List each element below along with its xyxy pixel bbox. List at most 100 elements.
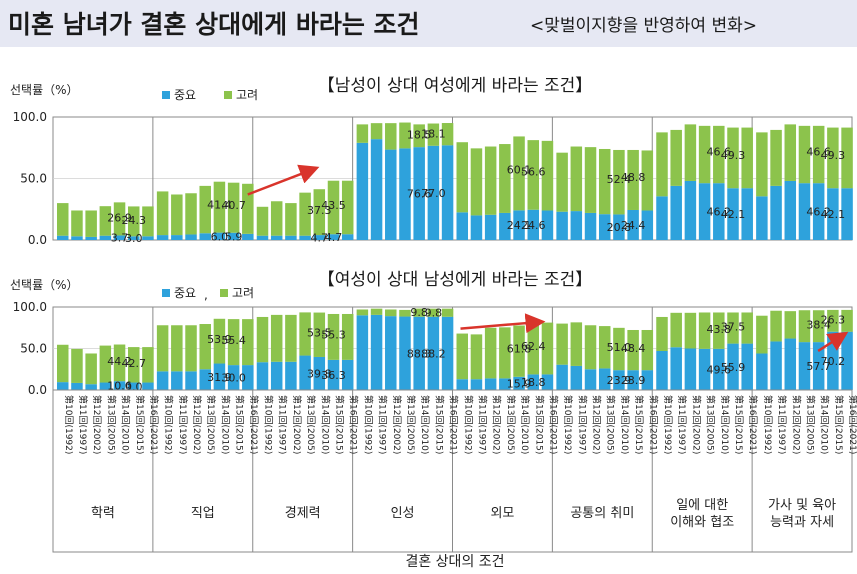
x-tick-label: 第15回(2015) [234, 395, 246, 454]
data-label-considered: 62.4 [521, 340, 546, 353]
x-tick-label: 第10回(1992) [63, 395, 75, 454]
category-group-label: 이해와 협조 [670, 515, 734, 530]
bar-important [656, 196, 668, 240]
x-tick-label: 第13回(2005) [205, 395, 217, 454]
bar-considered [71, 348, 83, 383]
bar-considered [784, 124, 797, 181]
data-label-considered: 18.1 [421, 128, 446, 141]
bar-important [385, 149, 397, 240]
data-label-considered: 38.4 [806, 319, 831, 332]
x-tick-label: 第14回(2010) [319, 395, 331, 454]
bar-considered [370, 308, 383, 315]
x-axis-label: 결혼 상대의 조건 [405, 554, 504, 570]
x-tick-label: 第13回(2005) [305, 395, 317, 454]
x-tick-label: 第11回(1997) [476, 395, 488, 454]
bar-important [513, 376, 525, 390]
data-label-considered: 26.9 [107, 211, 132, 224]
bar-important [527, 209, 539, 240]
data-label-considered: 43.5 [321, 199, 346, 212]
data-label-considered: 37.5 [721, 320, 746, 333]
bar-important [327, 359, 340, 390]
data-label-considered: 55.3 [321, 329, 346, 342]
data-label-considered: 41.4 [207, 199, 232, 212]
data-label-important: 46.2 [707, 206, 732, 219]
bar-considered [641, 329, 654, 371]
x-tick-label: 第10回(1992) [263, 395, 275, 454]
bar-considered [784, 311, 797, 339]
bar-important [541, 374, 554, 390]
data-label-considered: 18.5 [407, 129, 432, 142]
bar-considered [670, 129, 682, 186]
bar-considered [356, 124, 369, 143]
x-tick-label: 第12回(2002) [391, 395, 403, 454]
bar-important [313, 356, 326, 390]
x-tick-label: 第16回(2021) [248, 395, 260, 454]
bar-important [499, 212, 511, 240]
bar-important [727, 188, 739, 240]
data-label-considered: 53.5 [307, 327, 332, 340]
bar-important [142, 382, 154, 390]
bar-important [756, 353, 768, 390]
bar-important [285, 361, 297, 390]
data-label-considered: 42.7 [122, 357, 147, 370]
y-tick-label: 50.0 [20, 342, 47, 356]
bar-considered [341, 313, 354, 360]
bar-important [770, 185, 782, 240]
bar-important [484, 214, 497, 240]
bar-important [341, 359, 354, 390]
data-label-important: 4.7 [325, 231, 343, 244]
bar-important [99, 382, 112, 390]
legend-label-considered: 고려 [236, 88, 258, 102]
category-group-label: 공통의 취미 [570, 506, 634, 521]
bar-considered [128, 206, 140, 237]
bar-important [456, 212, 468, 240]
bar-important [741, 188, 753, 240]
bar-important [71, 236, 83, 240]
data-label-important: 30.0 [221, 372, 246, 385]
bar-important [156, 371, 169, 390]
x-tick-label: 第15回(2015) [533, 395, 545, 454]
charts-canvas: 【남성이 상대 여성에게 바라는 조건】선택률（%） 중요 고려0.050.0100… [10, 76, 857, 570]
data-label-important: 23.9 [621, 374, 646, 387]
category-group-label: 외모 [490, 506, 514, 521]
bar-important [171, 235, 183, 240]
bar-important [584, 212, 597, 240]
y-axis-label: 선택률（%） [10, 278, 79, 292]
bar-considered [285, 314, 297, 362]
bar-considered [456, 142, 468, 213]
x-tick-label: 第13回(2005) [105, 395, 117, 454]
data-label-important: 46.2 [806, 206, 831, 219]
bar-important [57, 235, 69, 240]
bar-important [270, 361, 283, 390]
bar-important [441, 145, 454, 240]
bar-important [784, 338, 797, 390]
bar-important [584, 369, 597, 390]
bar-considered [527, 322, 539, 375]
bar-considered [756, 315, 768, 354]
bar-important [570, 365, 583, 390]
data-label-considered: 56.6 [521, 165, 546, 178]
x-tick-label: 第14回(2010) [419, 395, 431, 454]
bar-considered [327, 180, 340, 235]
bar-important [812, 342, 825, 390]
bar-important [556, 364, 568, 390]
x-tick-label: 第12回(2002) [91, 395, 103, 454]
bar-important [227, 232, 240, 240]
data-label-important: 3.0 [125, 232, 143, 245]
bar-important [827, 331, 839, 390]
bar-important [499, 378, 511, 390]
x-tick-label: 第15回(2015) [733, 395, 745, 454]
bar-important [456, 379, 468, 390]
bar-considered [513, 136, 525, 211]
x-tick-label: 第12回(2002) [491, 395, 503, 454]
page-subtitle: <맞벌이지향을 반영하여 변화> [530, 16, 757, 36]
x-tick-label: 第15回(2015) [334, 395, 346, 454]
bar-important [85, 236, 97, 240]
bar-important [327, 234, 340, 240]
bar-important [313, 235, 326, 240]
bar-considered [57, 344, 69, 383]
bar-considered [385, 123, 397, 150]
bar-considered [713, 125, 725, 184]
bar-considered [356, 309, 369, 316]
data-label-important: 88.3 [407, 347, 432, 360]
